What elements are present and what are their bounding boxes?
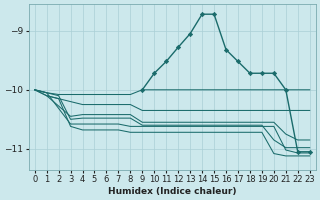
X-axis label: Humidex (Indice chaleur): Humidex (Indice chaleur) (108, 187, 236, 196)
